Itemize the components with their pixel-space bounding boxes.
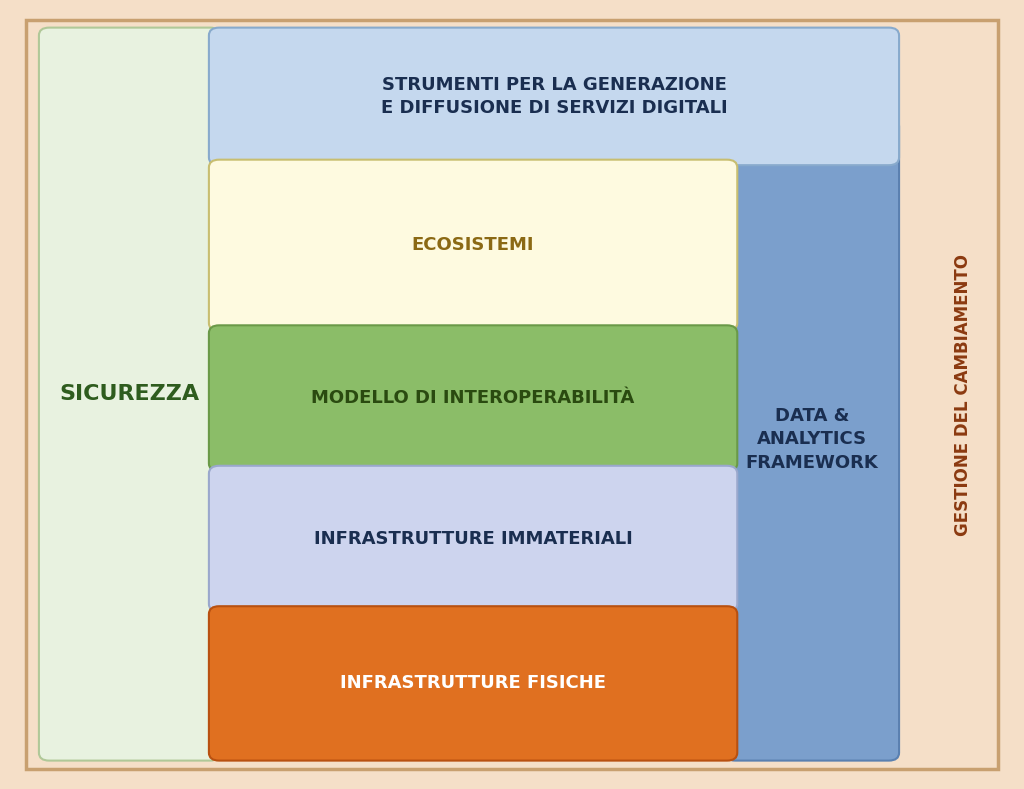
FancyBboxPatch shape bbox=[39, 28, 220, 761]
Text: MODELLO DI INTEROPERABILITÀ: MODELLO DI INTEROPERABILITÀ bbox=[311, 389, 635, 407]
FancyBboxPatch shape bbox=[209, 159, 737, 331]
Text: INFRASTRUTTURE FISICHE: INFRASTRUTTURE FISICHE bbox=[340, 675, 606, 693]
FancyBboxPatch shape bbox=[209, 466, 737, 611]
Text: INFRASTRUTTURE IMMATERIALI: INFRASTRUTTURE IMMATERIALI bbox=[313, 529, 633, 548]
Text: DATA &
ANALYTICS
FRAMEWORK: DATA & ANALYTICS FRAMEWORK bbox=[745, 407, 879, 472]
FancyBboxPatch shape bbox=[725, 118, 899, 761]
FancyBboxPatch shape bbox=[209, 325, 737, 471]
FancyBboxPatch shape bbox=[26, 20, 998, 769]
FancyBboxPatch shape bbox=[209, 28, 899, 165]
Text: STRUMENTI PER LA GENERAZIONE
E DIFFUSIONE DI SERVIZI DIGITALI: STRUMENTI PER LA GENERAZIONE E DIFFUSION… bbox=[381, 76, 727, 118]
Text: SICUREZZA: SICUREZZA bbox=[59, 384, 200, 404]
FancyBboxPatch shape bbox=[209, 606, 737, 761]
Text: ECOSISTEMI: ECOSISTEMI bbox=[412, 236, 535, 254]
Text: GESTIONE DEL CAMBIAMENTO: GESTIONE DEL CAMBIAMENTO bbox=[953, 253, 972, 536]
